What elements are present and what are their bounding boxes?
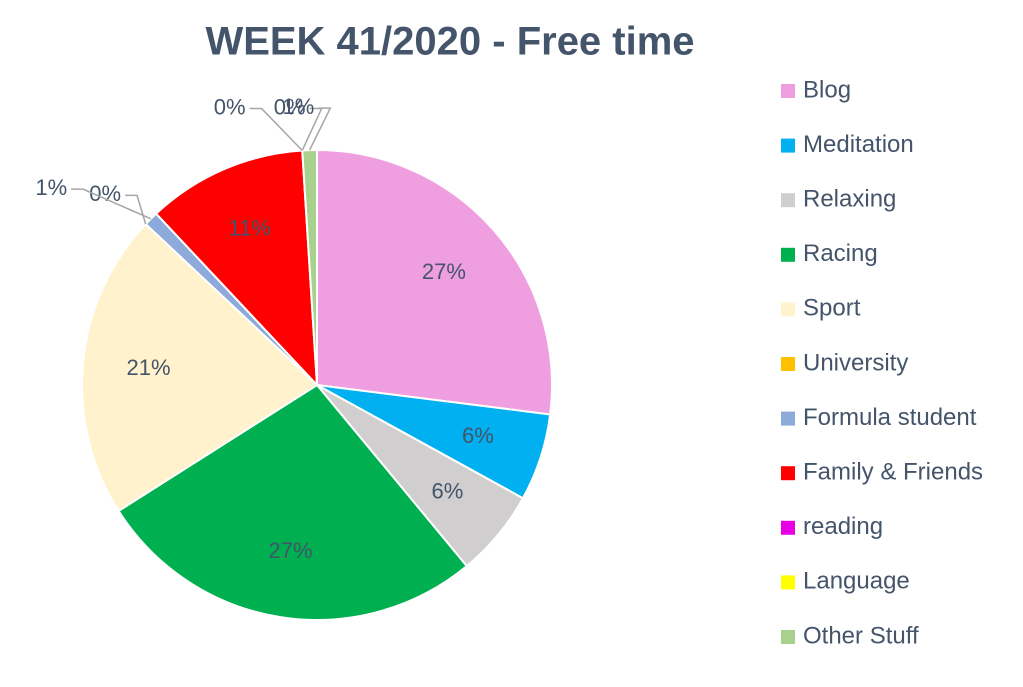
data-label: 6% <box>462 423 494 448</box>
data-label: 0% <box>214 94 246 119</box>
legend-label: Sport <box>803 295 861 322</box>
data-label: 27% <box>422 259 466 284</box>
data-label: 21% <box>127 355 171 380</box>
legend-swatch <box>781 84 795 98</box>
data-label: 1% <box>283 94 315 119</box>
pie-slice <box>117 383 469 621</box>
legend-label: University <box>803 349 908 376</box>
leader-line <box>71 188 152 220</box>
legend-label: Language <box>803 568 910 595</box>
data-label: 11% <box>229 216 271 241</box>
legend-label: Formula student <box>803 404 977 431</box>
legend-label: Racing <box>803 240 878 267</box>
legend-label: Other Stuff <box>803 622 919 649</box>
leader-line <box>125 194 147 225</box>
legend-swatch <box>781 630 795 644</box>
legend-swatch <box>781 411 795 426</box>
legend-label: Family & Friends <box>803 459 983 486</box>
legend-label: Blog <box>803 76 851 103</box>
chart-title: WEEK 41/2020 - Free time <box>205 20 694 64</box>
legend-swatch <box>781 193 795 208</box>
data-label: 0% <box>274 94 306 119</box>
pie-slice <box>81 222 319 513</box>
legend-swatch <box>781 302 795 317</box>
legend-swatch <box>781 357 795 371</box>
data-label: 6% <box>431 479 463 504</box>
data-label: 27% <box>269 538 313 563</box>
legend-swatch <box>781 466 795 481</box>
data-label: 1% <box>35 175 67 200</box>
legend-label: Meditation <box>803 131 914 158</box>
legend-swatch <box>781 247 795 262</box>
legend-swatch <box>781 520 795 535</box>
legend-swatch <box>781 138 795 153</box>
leader-line <box>308 107 332 151</box>
legend-swatch <box>781 575 795 590</box>
leader-line <box>249 107 303 151</box>
pie-slice <box>316 148 553 416</box>
pie-slice <box>154 149 319 388</box>
legend-label: Relaxing <box>803 186 896 213</box>
legend-label: reading <box>803 513 883 540</box>
